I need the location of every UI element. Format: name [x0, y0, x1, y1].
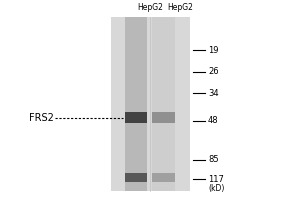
FancyBboxPatch shape	[111, 17, 190, 191]
Text: 26: 26	[208, 67, 219, 76]
FancyBboxPatch shape	[152, 112, 175, 123]
FancyBboxPatch shape	[125, 112, 147, 123]
FancyBboxPatch shape	[152, 17, 175, 191]
FancyBboxPatch shape	[125, 173, 147, 182]
Text: FRS2: FRS2	[28, 113, 53, 123]
Text: 85: 85	[208, 155, 219, 164]
Text: 48: 48	[208, 116, 219, 125]
Text: 117: 117	[208, 175, 224, 184]
FancyBboxPatch shape	[152, 173, 175, 182]
Text: (kD): (kD)	[208, 184, 224, 193]
Text: 34: 34	[208, 89, 219, 98]
Text: HepG2: HepG2	[167, 3, 193, 12]
Text: HepG2: HepG2	[137, 3, 163, 12]
FancyBboxPatch shape	[125, 17, 147, 191]
Text: 19: 19	[208, 46, 218, 55]
